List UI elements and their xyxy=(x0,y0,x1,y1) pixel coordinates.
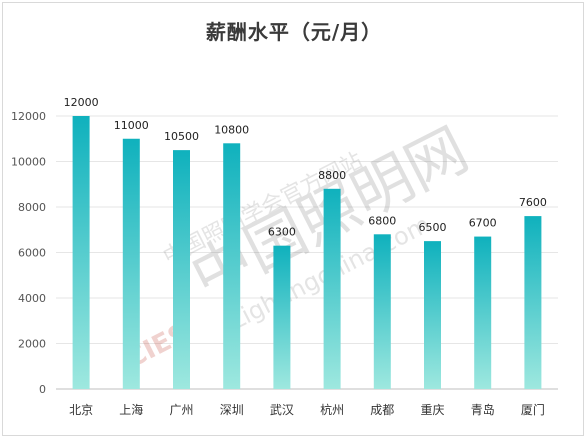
y-tick-label: 12000 xyxy=(11,110,46,123)
data-label: 7600 xyxy=(519,196,547,209)
x-tick-label: 重庆 xyxy=(420,403,444,417)
x-tick-label: 武汉 xyxy=(270,403,294,417)
data-label: 12000 xyxy=(64,96,99,109)
chart-frame xyxy=(2,2,584,436)
bar xyxy=(474,236,492,389)
bar xyxy=(323,188,341,389)
data-label: 6800 xyxy=(368,214,396,227)
y-tick-label: 6000 xyxy=(18,247,46,260)
y-tick-label: 2000 xyxy=(18,338,46,351)
x-tick-label: 广州 xyxy=(169,403,193,417)
data-label: 6300 xyxy=(268,226,296,239)
bars xyxy=(72,116,542,389)
data-label: 6700 xyxy=(469,217,497,230)
y-axis: 0 2000 4000 6000 8000 10000 12000 xyxy=(11,110,46,396)
chart-title: 薪酬水平（元/月） xyxy=(205,20,383,44)
x-tick-label: 杭州 xyxy=(320,402,344,417)
bar xyxy=(524,216,542,389)
data-label: 11000 xyxy=(114,119,149,132)
x-tick-label: 北京 xyxy=(69,403,93,417)
x-tick-label: 成都 xyxy=(370,403,394,417)
y-tick-label: 0 xyxy=(39,383,46,396)
bar xyxy=(424,241,441,389)
bar xyxy=(373,234,391,389)
data-label: 10800 xyxy=(214,123,249,136)
bar xyxy=(273,245,291,389)
bar xyxy=(223,143,241,389)
x-tick-label: 深圳 xyxy=(220,403,244,417)
bar xyxy=(173,150,190,389)
x-axis: 北京 上海 广州 深圳 武汉 杭州 成都 重庆 青岛 厦门 xyxy=(69,402,545,417)
x-tick-label: 厦门 xyxy=(521,402,545,417)
data-label: 6500 xyxy=(419,221,447,234)
bar xyxy=(72,116,90,389)
data-label: 8800 xyxy=(318,169,346,182)
x-tick-label: 上海 xyxy=(119,402,143,417)
y-tick-label: 8000 xyxy=(18,201,46,214)
x-tick-label: 青岛 xyxy=(471,402,495,417)
bar xyxy=(122,138,140,389)
y-tick-label: 10000 xyxy=(11,156,46,169)
y-tick-label: 4000 xyxy=(18,292,46,305)
data-labels: 12000 11000 10500 10800 6300 8800 6800 6500 6700… xyxy=(64,96,547,239)
data-label: 10500 xyxy=(164,130,199,143)
